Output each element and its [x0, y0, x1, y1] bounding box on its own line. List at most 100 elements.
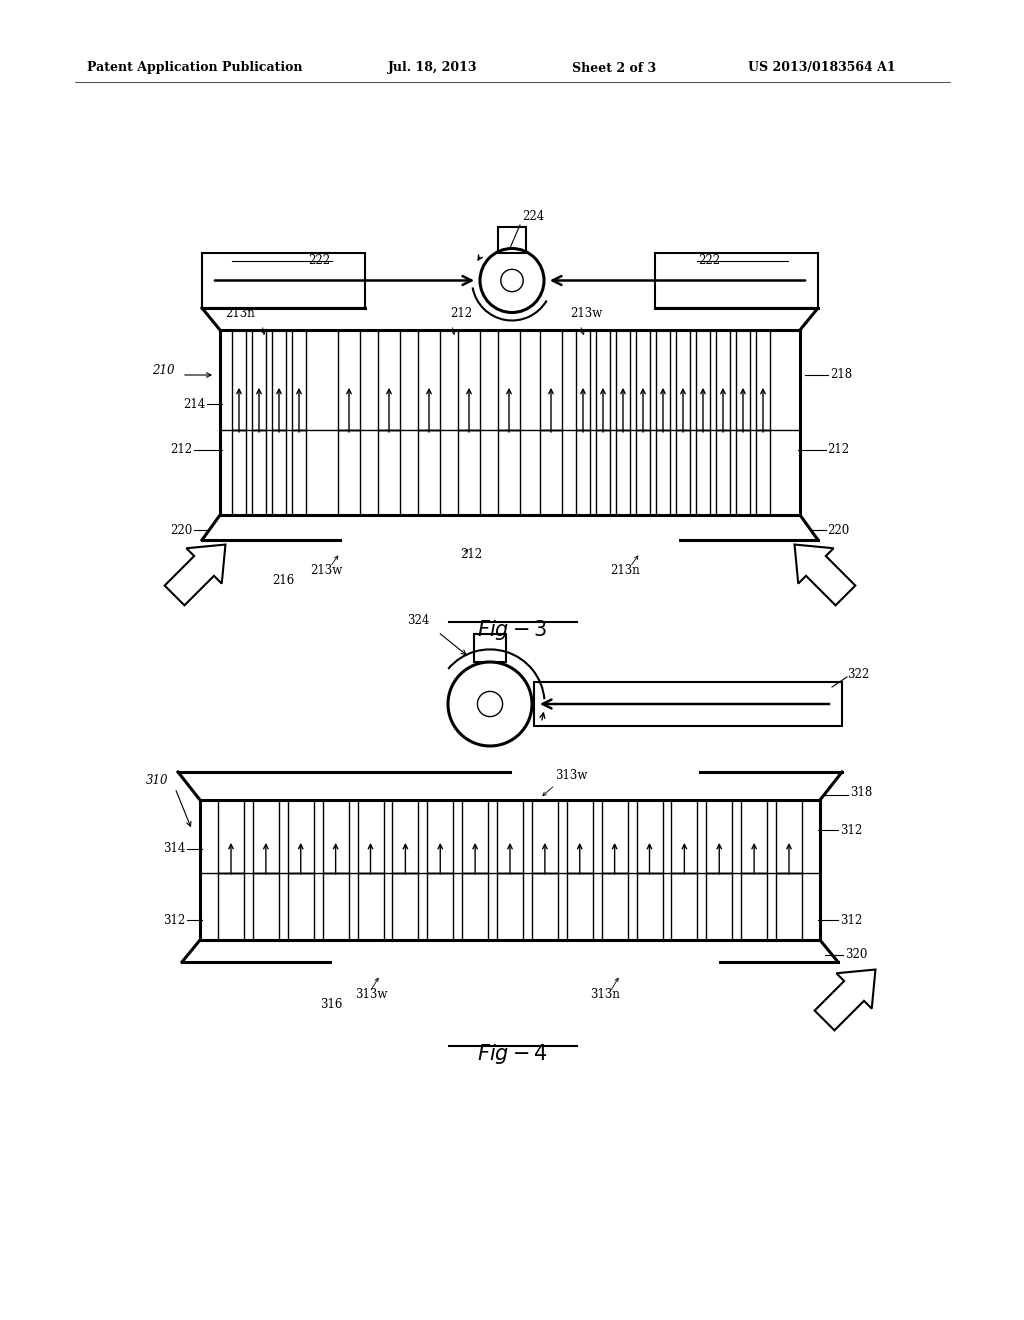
Bar [232, 430, 246, 515]
Bar [636, 430, 650, 515]
Bar [776, 873, 802, 940]
Bar [232, 330, 246, 430]
Bar [566, 873, 593, 940]
Bar [716, 330, 730, 430]
Text: 320: 320 [845, 949, 867, 961]
Bar [218, 800, 244, 873]
Text: 313w: 313w [355, 989, 387, 1002]
Bar [756, 430, 770, 515]
Bar [575, 330, 590, 430]
Bar [427, 873, 454, 940]
Bar [498, 330, 520, 430]
Bar [676, 330, 690, 430]
Bar [498, 227, 526, 253]
Bar [602, 800, 628, 873]
Bar [636, 330, 650, 430]
Bar [696, 330, 710, 430]
Text: 312: 312 [840, 913, 862, 927]
Bar [202, 253, 365, 308]
Bar [716, 430, 730, 515]
Bar [596, 430, 610, 515]
Bar [616, 430, 630, 515]
Text: 210: 210 [153, 363, 175, 376]
Text: $\mathit{Fig-4}$: $\mathit{Fig-4}$ [476, 1041, 548, 1067]
Bar [474, 634, 506, 663]
Bar [252, 330, 266, 430]
Bar [534, 682, 842, 726]
Bar [497, 873, 523, 940]
Bar [292, 330, 306, 430]
Bar [458, 430, 480, 515]
Text: 312: 312 [163, 913, 185, 927]
Bar [656, 430, 670, 515]
Text: 213n: 213n [610, 564, 640, 577]
Bar [531, 800, 558, 873]
Text: 312: 312 [840, 824, 862, 837]
Text: 313w: 313w [555, 770, 588, 781]
Bar [288, 873, 313, 940]
Bar [756, 330, 770, 430]
Text: 314: 314 [163, 842, 185, 855]
Bar [378, 430, 400, 515]
Text: Sheet 2 of 3: Sheet 2 of 3 [572, 62, 656, 74]
Bar [736, 430, 750, 515]
Bar [418, 330, 440, 430]
Text: 212: 212 [170, 444, 193, 457]
Bar [292, 430, 306, 515]
Bar [707, 873, 732, 940]
Text: US 2013/0183564 A1: US 2013/0183564 A1 [748, 62, 896, 74]
Text: 220: 220 [170, 524, 193, 536]
Bar [200, 800, 820, 940]
Bar [392, 873, 419, 940]
Bar [338, 330, 360, 430]
Bar [540, 430, 562, 515]
Bar [637, 800, 663, 873]
Bar [676, 430, 690, 515]
Bar [357, 873, 384, 940]
Bar [736, 330, 750, 430]
Bar [218, 873, 244, 940]
Circle shape [477, 692, 503, 717]
Text: 224: 224 [522, 210, 544, 223]
Text: 318: 318 [850, 785, 872, 799]
Text: Jul. 18, 2013: Jul. 18, 2013 [388, 62, 477, 74]
Bar [378, 330, 400, 430]
Bar [458, 330, 480, 430]
Bar [672, 800, 697, 873]
Text: $\mathit{Fig-3}$: $\mathit{Fig-3}$ [477, 618, 547, 642]
Bar [596, 330, 610, 430]
Bar [637, 873, 663, 940]
Text: 316: 316 [319, 998, 342, 1011]
Bar [531, 873, 558, 940]
Bar [575, 430, 590, 515]
Circle shape [501, 269, 523, 292]
Text: 212: 212 [450, 308, 472, 319]
Bar [418, 430, 440, 515]
Text: 220: 220 [827, 524, 849, 536]
Bar [498, 430, 520, 515]
Bar [462, 800, 488, 873]
Bar [566, 800, 593, 873]
Text: 216: 216 [272, 573, 294, 586]
Bar [540, 330, 562, 430]
Text: Patent Application Publication: Patent Application Publication [87, 62, 302, 74]
Bar [392, 800, 419, 873]
Bar [655, 253, 818, 308]
Bar [696, 430, 710, 515]
Bar [220, 330, 800, 515]
Bar [253, 800, 279, 873]
Text: 212: 212 [460, 549, 482, 561]
Bar [672, 873, 697, 940]
Bar [252, 430, 266, 515]
Bar [272, 430, 286, 515]
Text: 310: 310 [145, 774, 168, 787]
Bar [616, 330, 630, 430]
Bar [357, 800, 384, 873]
Text: 222: 222 [308, 255, 330, 268]
Text: 213n: 213n [225, 308, 255, 319]
Text: 214: 214 [182, 397, 205, 411]
Text: 222: 222 [698, 255, 720, 268]
Bar [707, 800, 732, 873]
Bar [323, 873, 348, 940]
Bar [741, 873, 767, 940]
